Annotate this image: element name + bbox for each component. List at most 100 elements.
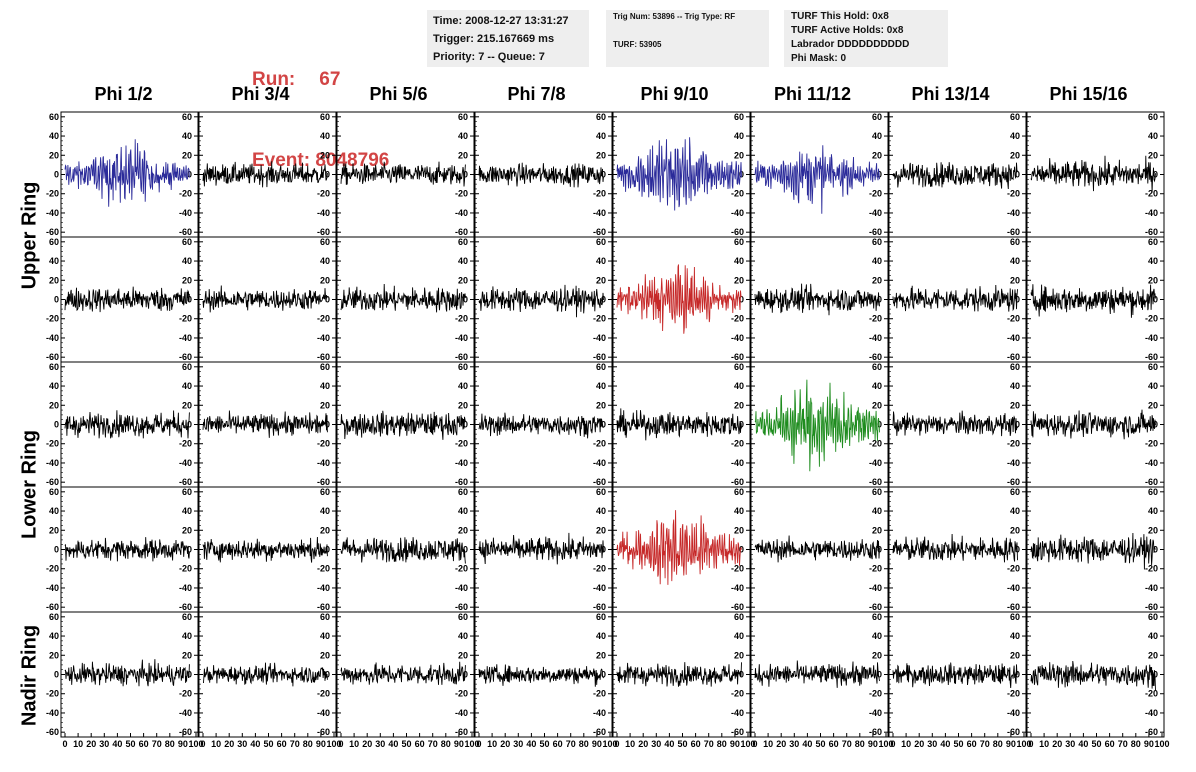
y-tick-label: 20 xyxy=(1010,150,1020,160)
turf-info-box: TURF This Hold: 0x8 TURF Active Holds: 0… xyxy=(784,10,948,67)
x-tick-label: 90 xyxy=(316,739,326,749)
y-tick-label: -60 xyxy=(46,602,59,612)
y-tick-label: 20 xyxy=(596,150,606,160)
x-tick-label: 20 xyxy=(776,739,786,749)
column-header: Phi 5/6 xyxy=(369,84,428,104)
y-tick-label: 0 xyxy=(463,420,468,430)
y-tick-label: -40 xyxy=(869,208,882,218)
y-tick-label: 20 xyxy=(458,525,468,535)
y-tick-label: 20 xyxy=(1148,525,1158,535)
x-tick-label: 100 xyxy=(326,739,341,749)
x-tick-label: 20 xyxy=(362,739,372,749)
y-tick-label: 60 xyxy=(182,612,192,622)
y-tick-label: -40 xyxy=(317,583,330,593)
x-tick-label: 0 xyxy=(476,739,481,749)
y-tick-label: 20 xyxy=(182,400,192,410)
y-tick-label: 40 xyxy=(1010,631,1020,641)
waveform-trace xyxy=(478,412,604,439)
x-tick-label: 50 xyxy=(1091,739,1101,749)
y-tick-label: 20 xyxy=(596,400,606,410)
y-tick-label: -20 xyxy=(593,439,606,449)
y-tick-label: 60 xyxy=(1148,362,1158,372)
y-tick-label: 0 xyxy=(54,295,59,305)
x-tick-label: 80 xyxy=(717,739,727,749)
y-tick-label: 60 xyxy=(320,362,330,372)
y-tick-label: -40 xyxy=(179,333,192,343)
y-tick-label: 20 xyxy=(49,650,59,660)
y-tick-label: 20 xyxy=(734,150,744,160)
y-tick-label: -20 xyxy=(593,564,606,574)
y-tick-label: 0 xyxy=(54,420,59,430)
labrador-text: Labrador DDDDDDDDDD xyxy=(791,39,910,50)
x-tick-label: 90 xyxy=(868,739,878,749)
waveform-trace xyxy=(64,537,190,562)
y-tick-label: -20 xyxy=(317,564,330,574)
y-tick-label: 40 xyxy=(1010,256,1020,266)
waveform-trace xyxy=(754,145,880,214)
waveform-trace xyxy=(892,662,1018,689)
y-tick-label: 0 xyxy=(1015,295,1020,305)
y-tick-label: 60 xyxy=(182,237,192,247)
y-tick-label: -40 xyxy=(455,583,468,593)
y-tick-label: 20 xyxy=(596,650,606,660)
y-tick-label: -40 xyxy=(455,458,468,468)
waveform-trace xyxy=(892,284,1018,312)
y-tick-label: 60 xyxy=(734,487,744,497)
column-header: Phi 9/10 xyxy=(640,84,709,104)
run-value: 67 xyxy=(319,69,341,90)
y-tick-label: 60 xyxy=(596,112,606,122)
y-tick-label: 0 xyxy=(187,420,192,430)
x-tick-label: 80 xyxy=(1131,739,1141,749)
y-tick-label: -60 xyxy=(1007,477,1020,487)
y-tick-label: 40 xyxy=(320,131,330,141)
x-tick-label: 90 xyxy=(592,739,602,749)
y-tick-label: 20 xyxy=(872,650,882,660)
x-tick-label: 30 xyxy=(237,739,247,749)
y-tick-label: -60 xyxy=(1145,477,1158,487)
y-tick-label: -40 xyxy=(1145,708,1158,718)
y-tick-label: 0 xyxy=(1153,670,1158,680)
column-header: Phi 7/8 xyxy=(507,84,566,104)
panel-frame xyxy=(612,236,751,363)
y-tick-label: 0 xyxy=(187,670,192,680)
x-tick-label: 80 xyxy=(165,739,175,749)
y-tick-label: -60 xyxy=(731,727,744,737)
y-tick-label: 20 xyxy=(458,650,468,660)
y-tick-label: -60 xyxy=(869,602,882,612)
y-tick-label: -60 xyxy=(317,227,330,237)
x-tick-label: 20 xyxy=(86,739,96,749)
y-tick-label: 40 xyxy=(734,631,744,641)
run-label: Run: xyxy=(252,69,296,90)
y-tick-label: 40 xyxy=(1010,506,1020,516)
x-tick-label: 30 xyxy=(99,739,109,749)
y-tick-label: -20 xyxy=(869,689,882,699)
y-tick-label: -40 xyxy=(593,458,606,468)
y-tick-label: 40 xyxy=(320,631,330,641)
y-tick-label: -60 xyxy=(317,727,330,737)
y-tick-label: 0 xyxy=(877,670,882,680)
x-tick-label: 40 xyxy=(526,739,536,749)
y-tick-label: -20 xyxy=(455,314,468,324)
x-tick-label: 80 xyxy=(855,739,865,749)
y-tick-label: -20 xyxy=(869,189,882,199)
y-tick-label: -60 xyxy=(869,477,882,487)
waveform-trace xyxy=(616,137,742,211)
y-tick-label: 20 xyxy=(49,150,59,160)
y-tick-label: 60 xyxy=(872,237,882,247)
y-tick-label: 60 xyxy=(182,362,192,372)
y-tick-label: 40 xyxy=(734,131,744,141)
x-tick-label: 70 xyxy=(428,739,438,749)
y-tick-label: 40 xyxy=(458,381,468,391)
phi-mask-text: Phi Mask: 0 xyxy=(791,53,847,64)
y-tick-label: 60 xyxy=(49,237,59,247)
x-tick-label: 50 xyxy=(953,739,963,749)
x-tick-label: 80 xyxy=(993,739,1003,749)
